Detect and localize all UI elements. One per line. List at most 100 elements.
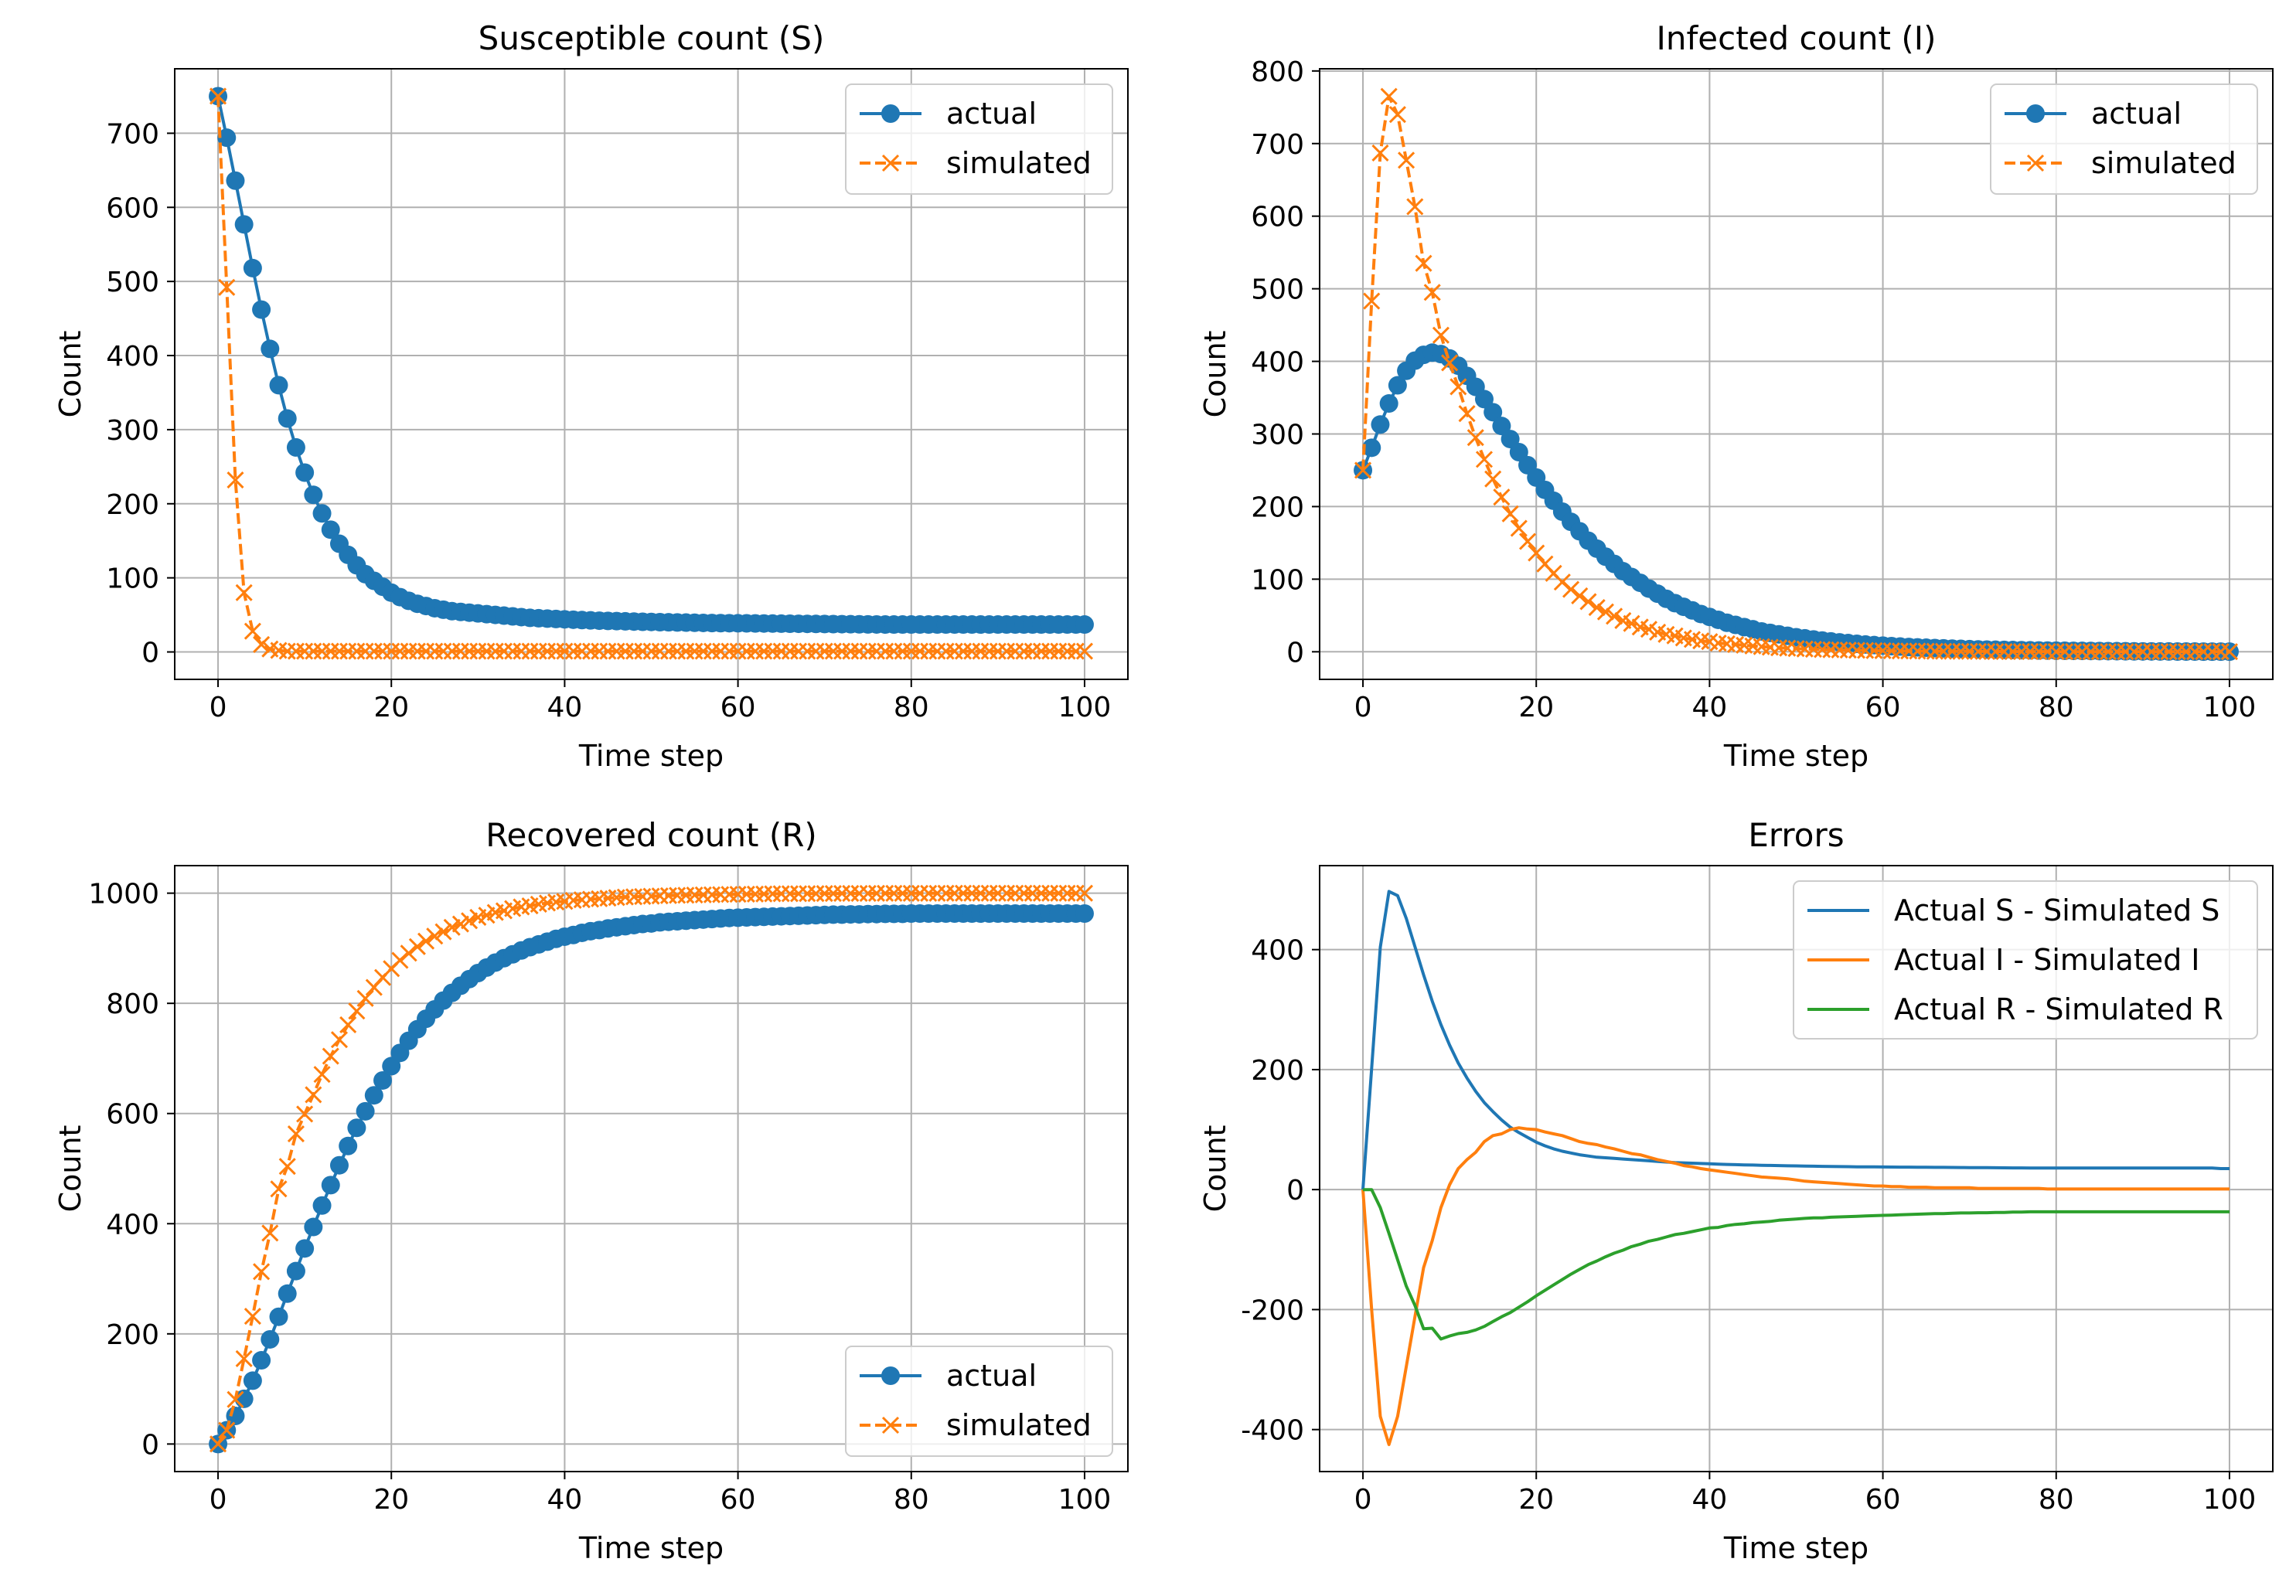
x-tick-label: 60 (1865, 1484, 1901, 1516)
data-point (963, 884, 981, 902)
data-point (1024, 642, 1041, 660)
data-point (304, 485, 323, 505)
legend-marker (881, 1416, 900, 1434)
legend-item: actual (2005, 97, 2182, 131)
legend-label: actual (946, 97, 1037, 131)
y-axis-label: Count (53, 331, 87, 418)
data-point (252, 1351, 271, 1370)
data-point (1075, 884, 1094, 902)
axes-frame (1319, 865, 2274, 1472)
data-point (339, 642, 357, 660)
data-point (1371, 415, 1390, 434)
data-point (1354, 461, 1372, 479)
data-point (1474, 390, 1494, 409)
y-tick-label: 500 (106, 267, 159, 298)
data-point (295, 463, 315, 482)
data-point (902, 642, 920, 660)
data-point (659, 642, 677, 660)
data-point (244, 1307, 261, 1325)
data-point (461, 642, 479, 660)
data-point (850, 884, 868, 902)
legend-marker (881, 104, 900, 123)
series-actual (209, 904, 1094, 1454)
data-point (1388, 106, 1406, 124)
data-point (1596, 603, 1614, 621)
data-point (347, 1118, 366, 1138)
x-tick-label: 40 (1692, 692, 1728, 723)
data-point (1058, 884, 1076, 902)
data-point (287, 642, 305, 660)
data-point (330, 1031, 349, 1049)
data-point (348, 642, 366, 660)
y-tick-label: 600 (1251, 202, 1304, 233)
data-point (408, 642, 426, 660)
x-tick-label: 80 (894, 692, 929, 723)
y-tick-label: 1000 (88, 879, 159, 910)
x-tick-label: 80 (2039, 692, 2074, 723)
data-point (329, 1155, 349, 1175)
x-axis-label: Time step (1723, 739, 1868, 773)
legend-label: simulated (2091, 146, 2236, 180)
data-point (313, 1066, 331, 1084)
data-point (504, 642, 522, 660)
x-tick-label: 100 (1058, 692, 1112, 723)
data-point (1024, 884, 1041, 902)
legend: actual simulated (845, 83, 1113, 195)
legend-label: Actual I - Simulated I (1894, 943, 2200, 977)
chart-title: Infected count (I) (1656, 19, 1936, 57)
y-tick-label: 700 (1251, 129, 1304, 161)
data-point (816, 642, 833, 660)
data-point (1075, 615, 1094, 635)
data-point (408, 938, 426, 955)
data-point (2022, 643, 2039, 661)
data-point (2012, 643, 2031, 661)
data-point (1562, 580, 1580, 598)
data-point (1449, 378, 1467, 396)
x-axis-label: Time step (578, 739, 724, 773)
data-point (833, 642, 851, 660)
data-point (313, 642, 331, 660)
data-point (1623, 614, 1640, 632)
y-tick-label: 400 (106, 1209, 159, 1240)
data-point (1432, 326, 1449, 344)
data-point (434, 923, 452, 941)
data-point (1041, 884, 1059, 902)
data-point (365, 642, 383, 660)
y-tick-label: 600 (106, 1099, 159, 1131)
data-point (2186, 643, 2204, 661)
legend-item: actual (860, 1359, 1037, 1393)
data-point (234, 215, 254, 234)
data-point (1050, 642, 1068, 660)
data-point (400, 642, 417, 660)
data-point (1371, 144, 1389, 162)
legend-frame (845, 1346, 1113, 1457)
data-point (286, 437, 305, 457)
data-point (278, 409, 297, 428)
data-point (287, 1125, 305, 1143)
data-point (1067, 642, 1085, 660)
data-point (305, 642, 322, 660)
data-point (209, 87, 227, 105)
data-point (269, 376, 288, 395)
y-tick-label: 800 (106, 989, 159, 1020)
data-point (738, 642, 755, 660)
data-point (235, 1349, 253, 1367)
x-tick-label: 20 (373, 1484, 409, 1516)
data-point (1075, 642, 1094, 660)
data-point (651, 642, 669, 660)
data-point (2065, 643, 2083, 661)
data-point (261, 1224, 279, 1242)
series-actual-i-simulated-i (1361, 1126, 2230, 1447)
data-point (2160, 643, 2178, 661)
legend-frame (1990, 83, 2258, 195)
data-point (694, 642, 712, 660)
series-simulated (1354, 87, 2239, 661)
y-tick-label: 400 (106, 341, 159, 373)
legend-label: simulated (946, 1408, 1092, 1442)
data-point (1571, 587, 1589, 605)
data-point (2168, 643, 2186, 661)
subplot-2: 0 20 40 60 80 100 0 100 200 300 400 500 600 700 800 Inf… (1198, 19, 2274, 773)
axes-frame (174, 865, 1129, 1472)
data-point (2056, 643, 2074, 661)
